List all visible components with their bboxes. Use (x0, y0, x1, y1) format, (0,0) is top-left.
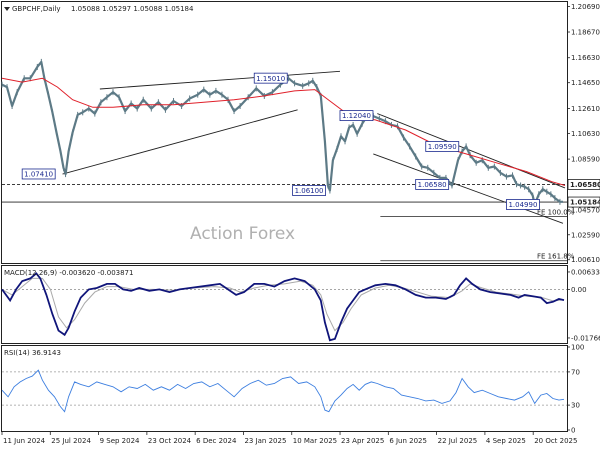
price-tag-box-1 (21, 168, 56, 180)
date-axis-label-1: 25 Jul 2024 (51, 437, 91, 445)
watermark: Action Forex (190, 224, 295, 244)
date-axis-label-11: 20 Oct 2025 (534, 437, 577, 445)
price-panel (1, 1, 568, 264)
macd-layer (1, 272, 567, 342)
price-axis-label-6: 1.08590 (571, 156, 600, 164)
price-tag-1: 1.07410 (24, 171, 53, 179)
fe-level-label-0: FE 100.0% (537, 208, 575, 216)
date-axis-label-5: 23 Jan 2025 (244, 437, 286, 445)
ohlc-label: 1.05088 1.05297 1.05088 1.05184 (71, 5, 194, 13)
fe-level-label-1: FE 161.8% (537, 253, 575, 261)
axis-price-box-1 (567, 196, 600, 208)
date-axis-label-7: 23 Apr 2025 (341, 437, 384, 445)
price-tag-box-4 (425, 141, 460, 152)
rsi-line (1, 369, 565, 413)
trendline-3 (373, 153, 564, 224)
macd-axis-label-0: 0.006335 (571, 268, 600, 276)
price-axis-label-0: 1.20690 (571, 3, 600, 11)
trendline-0 (99, 70, 341, 90)
rsi-axis-label-2: 30 (571, 402, 580, 410)
date-axis-label-0: 11 Jun 2024 (3, 437, 46, 445)
axis-price-box-label-1: 1.05184 (570, 199, 600, 207)
price-tag-box-5 (415, 179, 450, 190)
date-axis-label-2: 9 Sep 2024 (100, 437, 140, 445)
date-axis-label-10: 4 Sep 2025 (486, 437, 526, 445)
macd-axis-label-1: 0.00 (571, 286, 587, 294)
price-tag-2: 1.06100 (295, 187, 324, 195)
price-tag-3: 1.12040 (342, 112, 371, 120)
price-axis-label-4: 1.12610 (571, 105, 600, 113)
date-axis-label-3: 23 Oct 2024 (148, 437, 192, 445)
instrument-label: GBPCHF,Daily (12, 5, 61, 13)
macd-panel (1, 265, 568, 344)
price-axis-label-1: 1.18670 (571, 29, 600, 37)
price-axis-label-10: 1.00610 (571, 256, 600, 264)
macd-axis-label-2: -0.017666 (571, 334, 600, 342)
date-axis-label-8: 6 Jun 2025 (389, 437, 427, 445)
trendline-2 (377, 113, 566, 189)
trendline-1 (62, 109, 298, 175)
date-axis-label-4: 6 Dec 2024 (196, 437, 237, 445)
price-tag-5: 1.06580 (418, 181, 447, 189)
price-tag-box-2 (292, 185, 326, 196)
price-tag-box-3 (339, 110, 374, 122)
price-axis-label-5: 1.10630 (571, 130, 600, 138)
axis-price-box-label-0: 1.06580 (570, 181, 600, 189)
rsi-axis-label-0: 100 (571, 344, 584, 352)
price-tag-box-6 (506, 199, 540, 210)
price-tag-6: 1.04990 (508, 201, 537, 209)
axis-price-box-0 (567, 179, 600, 190)
price-axis-label-3: 1.14650 (571, 79, 600, 87)
macd-label: MACD(12,26,9) -0.003620 -0.003871 (4, 269, 133, 277)
moving-average-line (1, 77, 566, 186)
price-axis-label-9: 1.02590 (571, 231, 600, 239)
rsi-axis-label-1: 70 (571, 368, 580, 376)
price-tag-4: 1.09590 (428, 143, 457, 151)
date-axis-label-9: 22 Jul 2025 (438, 437, 478, 445)
price-axis-label-8: 1.04570 (571, 206, 600, 214)
dropdown-triangle-icon[interactable] (4, 7, 10, 11)
price-axis-label-2: 1.16630 (571, 54, 600, 62)
rsi-layer (1, 369, 567, 413)
rsi-axis-label-3: 0 (571, 427, 575, 435)
rsi-label: RSI(14) 36.9143 (4, 349, 61, 357)
price-tag-0: 1.15010 (256, 75, 285, 83)
price-tag-box-0 (253, 72, 288, 84)
macd-line (1, 272, 565, 342)
axis-layer: 1.20690 1.18670 1.16630 1.14650 1.12610 1.106… (1, 3, 600, 445)
date-axis-label-6: 10 Mar 2025 (293, 437, 337, 445)
price-layer: FE 100.0% FE 161.8% 1.15010 1.07410 1.06100 1… (1, 58, 575, 262)
rsi-panel (1, 345, 568, 432)
